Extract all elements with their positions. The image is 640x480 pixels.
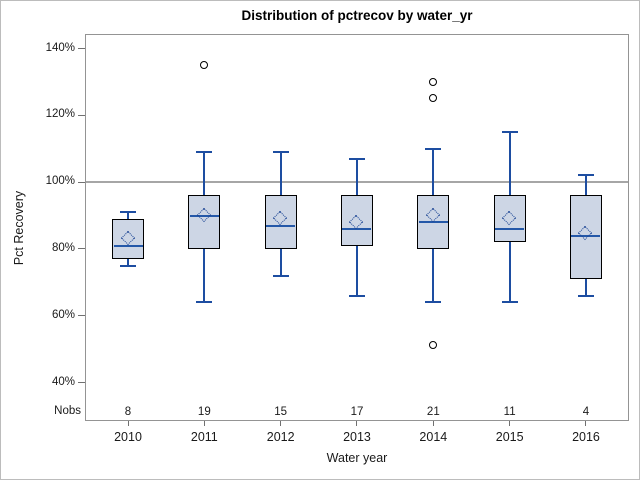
y-axis-title: Pct Recovery [12,190,26,266]
lower-whisker-2016 [584,278,587,296]
y-tick [78,248,85,250]
x-tick-2015 [509,421,511,426]
y-tick [78,114,85,116]
box-2013 [340,195,373,246]
category-label-2011: 2011 [190,430,218,444]
upper-whisker-cap-2014 [425,147,442,150]
box-2011 [188,195,221,249]
lower-whisker-cap-2016 [577,294,594,297]
y-tick [78,382,85,383]
category-label-2015: 2015 [495,430,524,444]
median-line-2011 [189,214,219,217]
nobs-value-2015: 11 [503,406,516,418]
category-label-2014: 2014 [419,430,448,444]
y-tick-label: 60% [51,308,75,321]
y-tick-label: 140% [45,41,75,54]
lower-whisker-cap-2010 [120,264,136,267]
lower-whisker-2012 [279,248,282,276]
upper-whisker-2014 [432,148,435,196]
lower-whisker-2013 [355,245,358,296]
y-tick [78,48,85,49]
lower-whisker-cap-2012 [272,274,289,277]
outlier-point-2014 [428,77,437,86]
lower-whisker-2015 [508,242,511,303]
y-tick-label: 100% [45,175,75,188]
nobs-value-2016: 4 [582,406,590,418]
upper-whisker-2010 [127,212,129,219]
box-2010 [112,218,144,259]
x-tick-2013 [356,421,358,426]
nobs-value-2012: 15 [274,406,288,418]
nobs-value-2011: 19 [197,406,211,418]
lower-whisker-2014 [432,248,435,303]
lower-whisker-cap-2015 [501,301,518,304]
nobs-row-label: Nobs [54,405,81,417]
y-tick-label: 80% [51,241,75,254]
upper-whisker-2013 [355,158,358,196]
outlier-point-2014 [428,341,437,350]
upper-whisker-2012 [279,152,282,196]
category-label-2012: 2012 [266,430,295,444]
chart-title: Distribution of pctrecov by water_yr [241,8,473,23]
x-axis-title: Water year [326,451,388,465]
x-tick-2012 [280,421,282,426]
lower-whisker-2011 [203,248,206,303]
upper-whisker-cap-2011 [196,151,213,154]
upper-whisker-cap-2015 [501,131,518,133]
median-line-2015 [495,227,525,230]
upper-whisker-cap-2012 [272,151,289,154]
x-tick-2010 [127,421,129,426]
upper-whisker-2011 [203,152,206,196]
median-line-2014 [418,221,448,224]
x-tick-2016 [585,421,587,426]
category-label-2013: 2013 [343,430,371,444]
lower-whisker-cap-2013 [348,294,365,297]
y-tick [78,315,85,317]
x-tick-2011 [203,421,205,426]
upper-whisker-cap-2010 [120,211,136,214]
box-2012 [264,195,297,249]
median-line-2012 [266,224,296,227]
outlier-point-2011 [199,60,208,69]
box-2015 [493,195,526,243]
upper-whisker-cap-2013 [348,157,365,160]
upper-whisker-cap-2016 [577,174,594,177]
outlier-point-2014 [428,94,437,103]
category-label-2010: 2010 [114,430,142,444]
lower-whisker-2010 [127,258,129,266]
nobs-value-2013: 17 [350,406,364,418]
lower-whisker-cap-2011 [196,301,213,304]
box-2016 [569,195,602,279]
upper-whisker-2016 [584,175,587,196]
y-tick [78,181,85,183]
lower-whisker-cap-2014 [425,301,442,304]
y-tick-label: 120% [45,108,75,121]
upper-whisker-2015 [508,132,511,196]
category-label-2016: 2016 [572,430,600,444]
nobs-value-2010: 8 [124,406,132,418]
median-line-2010 [113,244,143,247]
median-line-2016 [571,234,601,237]
x-tick-2014 [432,421,434,426]
median-line-2013 [342,227,372,230]
nobs-value-2014: 21 [426,406,440,418]
y-tick-label: 40% [51,375,75,388]
